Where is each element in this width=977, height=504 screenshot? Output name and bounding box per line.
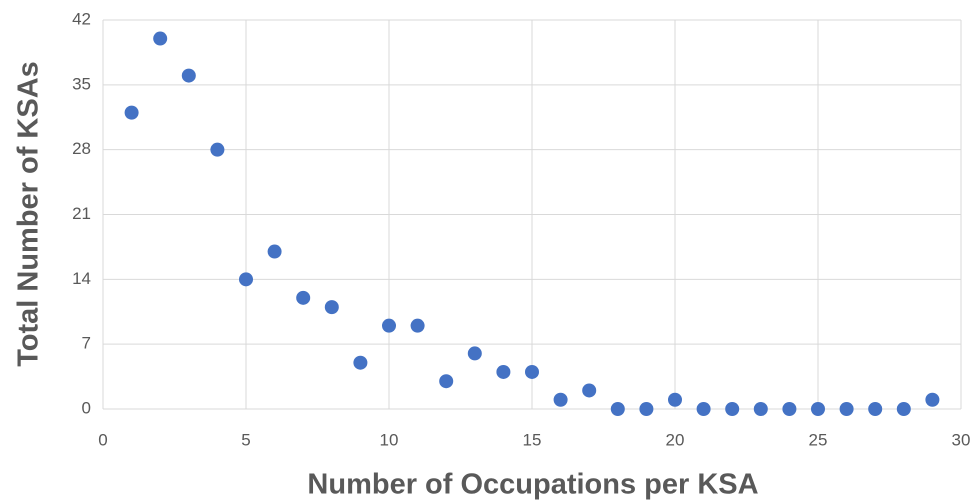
data-point [210,142,225,157]
data-point [668,392,682,407]
y-tick-label: 7 [82,334,91,353]
x-tick-label: 20 [666,430,685,449]
data-point [782,402,797,416]
y-tick-label: 21 [72,204,91,223]
y-axis-label: Total Number of KSAs [13,61,45,367]
data-point [239,272,253,287]
x-tick-label: 10 [380,430,399,449]
data-point [324,300,339,315]
data-point [124,105,139,120]
data-point [725,402,740,416]
x-tick-label: 25 [809,430,828,449]
x-tick-label: 30 [952,430,971,449]
data-point [868,402,883,416]
data-point [896,402,911,416]
data-point [811,402,825,416]
data-point [753,402,768,416]
data-point [181,68,196,83]
y-tick-label: 42 [72,9,91,28]
data-point [410,318,425,333]
data-point [639,402,654,416]
data-point [353,355,368,370]
data-point [467,346,482,361]
data-point [496,364,511,379]
data-point [382,318,396,333]
x-tick-label: 0 [98,430,107,449]
x-tick-label: 5 [241,430,250,449]
data-point [839,402,854,416]
data-point [153,31,168,46]
data-point [582,383,597,398]
data-point [439,374,454,389]
x-axis-label: Number of Occupations per KSA [307,469,758,501]
data-point [267,244,282,259]
y-tick-label: 0 [82,398,91,417]
y-tick-label: 35 [72,74,91,93]
y-tick-label: 14 [72,269,91,288]
data-point [525,364,539,379]
data-point [925,392,940,407]
data-point [296,290,311,305]
data-point [696,402,711,416]
y-tick-label: 28 [72,139,91,158]
data-point [610,402,625,416]
x-tick-label: 15 [523,430,542,449]
data-point [553,392,568,407]
